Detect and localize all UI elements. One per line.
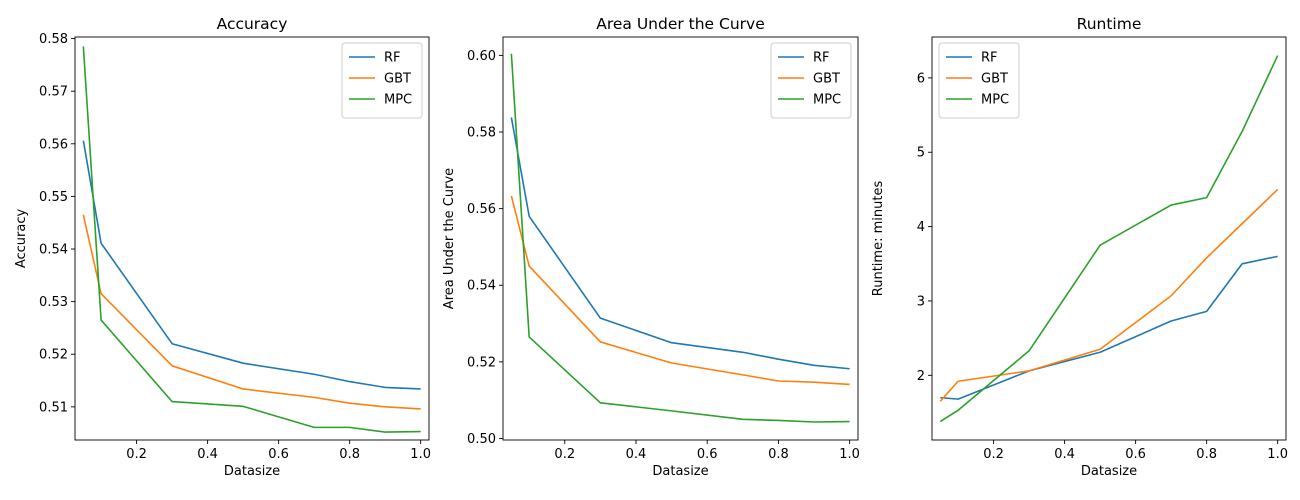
y-tick-label: 0.50 (467, 432, 496, 447)
y-tick-label: 4 (917, 220, 925, 235)
legend: RF GBT MPC (938, 42, 1020, 119)
x-tick-label: 1.0 (1267, 447, 1288, 462)
plot-frame (74, 36, 430, 441)
x-tick-label: 0.6 (1125, 447, 1146, 462)
y-tick-label: 0.52 (467, 355, 496, 370)
y-tick-label: 3 (917, 294, 925, 309)
legend-label-mpc: MPC (384, 93, 412, 108)
chart-title: Runtime (1077, 15, 1142, 33)
legend-label-rf: RF (384, 51, 401, 66)
chart-panel-2: 0.2 0.4 0.6 0.8 1.0 2 3 4 5 6 Runtime Datasize Runti… (871, 15, 1288, 479)
series-line-gbt (510, 195, 850, 386)
legend-label-mpc: MPC (813, 93, 841, 108)
legend-label-rf: RF (981, 51, 998, 66)
series-line-mpc (82, 46, 421, 433)
legend: RF GBT MPC (341, 42, 423, 119)
series-line-rf (82, 140, 421, 390)
y-tick-label: 0.51 (39, 400, 68, 415)
legend-label-rf: RF (813, 51, 830, 66)
y-tick-label: 6 (917, 71, 925, 86)
y-axis-label: Runtime: minutes (871, 181, 886, 297)
series-line-rf (940, 255, 1278, 400)
x-axis-label: Datasize (652, 464, 708, 479)
y-tick-label: 0.55 (39, 190, 68, 205)
chart-title: Area Under the Curve (596, 15, 765, 33)
legend: RF GBT MPC (770, 42, 852, 119)
y-tick-label: 0.56 (467, 202, 496, 217)
y-tick-label: 0.53 (39, 295, 68, 310)
x-tick-label: 0.6 (268, 447, 289, 462)
series-line-mpc (939, 55, 1279, 423)
legend-label-gbt: GBT (384, 72, 411, 87)
legend-label-mpc: MPC (981, 93, 1009, 108)
x-tick-label: 0.6 (697, 447, 718, 462)
chart-title: Accuracy (217, 15, 288, 33)
x-tick-label: 1.0 (410, 447, 431, 462)
x-tick-label: 1.0 (839, 447, 860, 462)
y-tick-label: 0.60 (467, 49, 496, 64)
x-tick-label: 0.2 (126, 447, 147, 462)
y-tick-label: 0.52 (39, 348, 68, 363)
plot-frame (931, 36, 1287, 441)
x-tick-label: 0.8 (339, 447, 360, 462)
series-line-rf (510, 117, 850, 370)
x-tick-label: 0.2 (983, 447, 1004, 462)
series-line-gbt (939, 188, 1279, 402)
x-axis-label: Datasize (1081, 464, 1137, 479)
x-axis-label: Datasize (224, 464, 280, 479)
y-tick-label: 0.58 (467, 126, 496, 141)
x-tick-label: 0.8 (768, 447, 789, 462)
legend-label-gbt: GBT (981, 72, 1008, 87)
x-tick-label: 0.4 (626, 447, 647, 462)
legend-label-gbt: GBT (813, 72, 840, 87)
y-tick-label: 0.58 (39, 32, 68, 47)
x-tick-label: 0.4 (197, 447, 218, 462)
y-axis-label: Area Under the Curve (442, 168, 457, 309)
y-tick-label: 0.56 (39, 137, 68, 152)
chart-panel-1: 0.2 0.4 0.6 0.8 1.0 0.50 0.52 0.54 0.56 0.58 0.60 A… (442, 15, 860, 479)
y-tick-label: 0.57 (39, 85, 68, 100)
x-tick-label: 0.8 (1196, 447, 1217, 462)
y-tick-label: 0.54 (467, 279, 496, 294)
y-tick-label: 5 (917, 146, 925, 161)
y-tick-label: 2 (917, 369, 925, 384)
series-line-mpc (510, 53, 850, 423)
chart-panel-0: 0.2 0.4 0.6 0.8 1.0 0.51 0.52 0.53 0.54 0.55 0.56 0… (14, 15, 431, 479)
x-tick-label: 0.2 (554, 447, 575, 462)
y-tick-label: 0.54 (39, 243, 68, 258)
x-tick-label: 0.4 (1054, 447, 1075, 462)
plot-frame (502, 36, 859, 441)
y-axis-label: Accuracy (14, 209, 29, 269)
series-line-gbt (82, 214, 421, 410)
